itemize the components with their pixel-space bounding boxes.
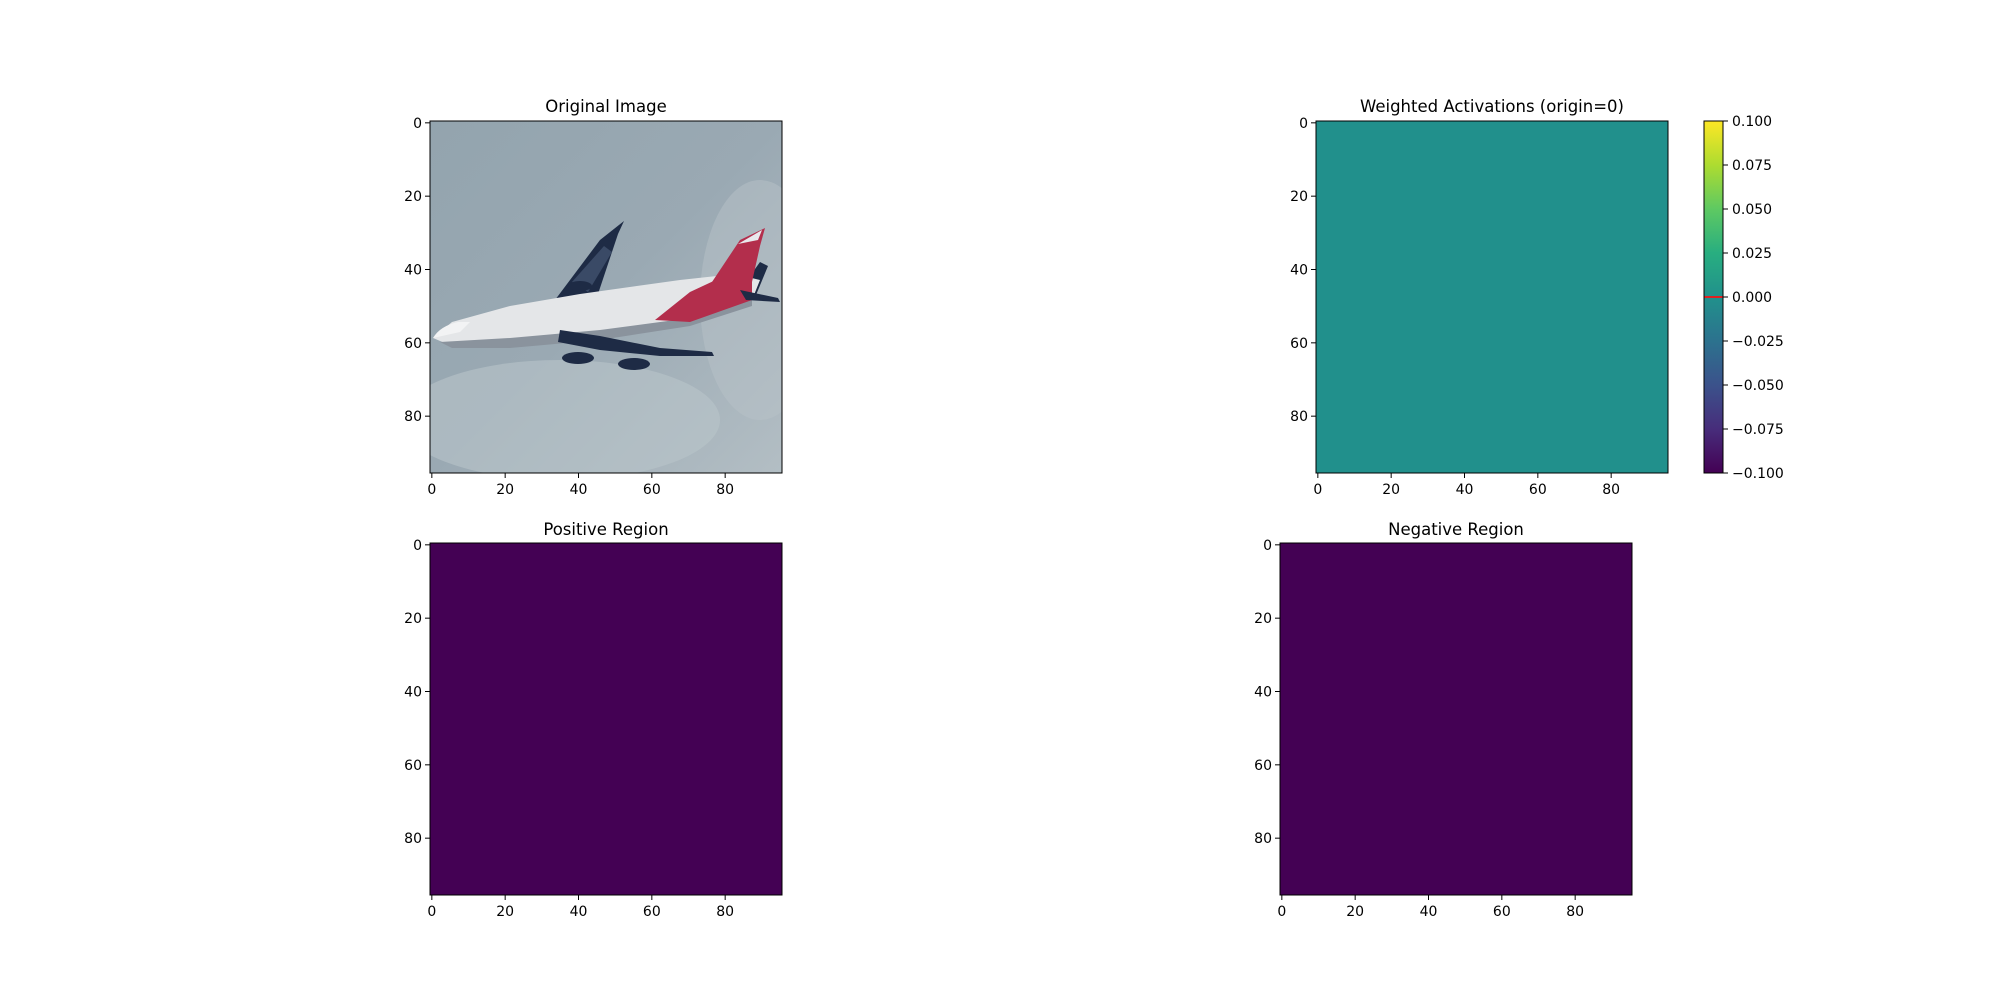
heatmap-fill bbox=[430, 543, 782, 895]
x-tick-label: 40 bbox=[1456, 482, 1474, 498]
colorbar-tick-label: 0.100 bbox=[1732, 114, 1772, 130]
heatmap-fill bbox=[1316, 121, 1668, 473]
x-tick-label: 40 bbox=[570, 904, 588, 920]
colorbar-tick-label: 0.025 bbox=[1732, 246, 1772, 262]
y-tick-label: 0 bbox=[413, 538, 422, 554]
y-tick-label: 80 bbox=[404, 409, 422, 425]
airplane-tail-livery bbox=[655, 278, 752, 322]
axes-frame bbox=[1279, 542, 1633, 896]
airplane-fuselage bbox=[433, 274, 760, 346]
x-tick-label: 20 bbox=[496, 904, 514, 920]
y-axis: 0 20 40 60 80 bbox=[1254, 538, 1280, 847]
y-tick-label: 80 bbox=[1254, 831, 1272, 847]
y-tick-label: 60 bbox=[1290, 336, 1308, 352]
y-tick-label: 40 bbox=[404, 263, 422, 279]
airplane-engine bbox=[562, 352, 594, 364]
airplane-far-wing bbox=[555, 221, 624, 300]
y-tick-label: 0 bbox=[413, 116, 422, 132]
x-tick-label: 40 bbox=[570, 482, 588, 498]
y-tick-label: 60 bbox=[404, 336, 422, 352]
y-tick-label: 80 bbox=[404, 831, 422, 847]
x-tick-label: 0 bbox=[1277, 904, 1286, 920]
x-tick-label: 60 bbox=[643, 482, 661, 498]
panel-title: Positive Region bbox=[543, 520, 668, 539]
panel-weighted-activations: Weighted Activations (origin=0) 0 20 40 60 8… bbox=[1290, 97, 1784, 498]
y-axis: 0 20 40 60 80 bbox=[404, 538, 430, 847]
colorbar-tick-label: 0.000 bbox=[1732, 290, 1772, 306]
x-tick-label: 60 bbox=[1493, 904, 1511, 920]
axes-frame bbox=[429, 120, 783, 474]
panel-title: Original Image bbox=[545, 97, 667, 116]
x-tick-label: 80 bbox=[1566, 904, 1584, 920]
y-tick-label: 20 bbox=[404, 611, 422, 627]
x-tick-label: 80 bbox=[1602, 482, 1620, 498]
y-tick-label: 20 bbox=[1254, 611, 1272, 627]
colorbar-tick-label: −0.025 bbox=[1732, 334, 1784, 350]
x-tick-label: 60 bbox=[643, 904, 661, 920]
x-tick-label: 60 bbox=[1529, 482, 1547, 498]
colorbar-tick-label: −0.100 bbox=[1732, 466, 1784, 482]
y-axis: 0 20 40 60 80 bbox=[1290, 116, 1316, 425]
x-axis: 0 20 40 60 80 bbox=[1313, 473, 1620, 498]
x-tick-label: 0 bbox=[1313, 482, 1322, 498]
x-axis: 0 20 40 60 80 bbox=[427, 473, 734, 498]
heatmap-fill bbox=[1280, 543, 1632, 895]
x-axis: 0 20 40 60 80 bbox=[427, 895, 734, 920]
axes-frame bbox=[1315, 120, 1669, 474]
x-axis: 0 20 40 60 80 bbox=[1277, 895, 1584, 920]
y-tick-label: 20 bbox=[1290, 189, 1308, 205]
colorbar: 0.100 0.075 0.050 0.025 0.000 −0.025 −0.050 −0.… bbox=[1703, 114, 1784, 482]
airplane-engine bbox=[568, 281, 592, 291]
y-axis: 0 20 40 60 80 bbox=[404, 116, 430, 425]
x-tick-label: 80 bbox=[716, 904, 734, 920]
colorbar-tick-label: 0.075 bbox=[1732, 158, 1772, 174]
x-tick-label: 20 bbox=[1382, 482, 1400, 498]
panel-negative-region: Negative Region 0 20 40 60 80 0 20 40 60 80 bbox=[1254, 520, 1633, 920]
colorbar-tick-label: 0.050 bbox=[1732, 202, 1772, 218]
airplane-near-wing bbox=[558, 330, 714, 356]
colorbar-tick-label: −0.050 bbox=[1732, 378, 1784, 394]
panel-positive-region: Positive Region 0 20 40 60 80 0 20 40 60 80 bbox=[404, 520, 783, 920]
airplane-far-wing-shade bbox=[572, 246, 612, 292]
x-tick-label: 20 bbox=[1346, 904, 1364, 920]
panel-title: Weighted Activations (origin=0) bbox=[1360, 97, 1624, 116]
airplane-tail-fin bbox=[712, 228, 765, 282]
airplane-tail-fin-tip bbox=[738, 230, 762, 244]
y-tick-label: 60 bbox=[404, 758, 422, 774]
panel-original-image: Original Image bbox=[404, 97, 783, 498]
x-tick-label: 40 bbox=[1420, 904, 1438, 920]
x-tick-label: 20 bbox=[496, 482, 514, 498]
cloud bbox=[430, 360, 720, 473]
y-tick-label: 0 bbox=[1299, 116, 1308, 132]
x-tick-label: 80 bbox=[716, 482, 734, 498]
y-tick-label: 0 bbox=[1263, 538, 1272, 554]
x-tick-label: 0 bbox=[427, 904, 436, 920]
y-tick-label: 40 bbox=[1254, 685, 1272, 701]
colorbar-tick-label: −0.075 bbox=[1732, 422, 1784, 438]
y-tick-label: 80 bbox=[1290, 409, 1308, 425]
x-tick-label: 0 bbox=[427, 482, 436, 498]
airplane-engine bbox=[618, 358, 650, 370]
y-tick-label: 20 bbox=[404, 189, 422, 205]
airplane-nose bbox=[433, 322, 470, 338]
colorbar-ticks: 0.100 0.075 0.050 0.025 0.000 −0.025 −0.050 −0.… bbox=[1723, 114, 1784, 482]
y-tick-label: 60 bbox=[1254, 758, 1272, 774]
axes-frame bbox=[429, 542, 783, 896]
image-content bbox=[430, 121, 782, 473]
y-tick-label: 40 bbox=[1290, 263, 1308, 279]
airplane-tail-stab-near bbox=[740, 290, 780, 302]
y-tick-label: 40 bbox=[404, 685, 422, 701]
panel-title: Negative Region bbox=[1388, 520, 1524, 539]
